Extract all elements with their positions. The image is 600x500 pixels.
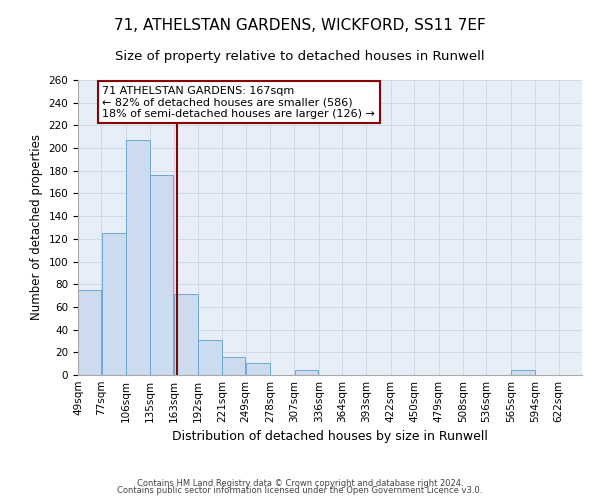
Bar	[198, 340, 222, 375]
Text: Size of property relative to detached houses in Runwell: Size of property relative to detached ho…	[115, 50, 485, 63]
Bar	[511, 370, 535, 375]
Bar	[151, 176, 173, 375]
Bar	[78, 290, 101, 375]
Bar	[295, 370, 319, 375]
Bar	[223, 357, 245, 375]
Text: 71, ATHELSTAN GARDENS, WICKFORD, SS11 7EF: 71, ATHELSTAN GARDENS, WICKFORD, SS11 7E…	[114, 18, 486, 32]
Bar	[102, 233, 125, 375]
Bar	[246, 362, 270, 375]
Y-axis label: Number of detached properties: Number of detached properties	[30, 134, 43, 320]
Text: Contains public sector information licensed under the Open Government Licence v3: Contains public sector information licen…	[118, 486, 482, 495]
X-axis label: Distribution of detached houses by size in Runwell: Distribution of detached houses by size …	[172, 430, 488, 444]
Text: Contains HM Land Registry data © Crown copyright and database right 2024.: Contains HM Land Registry data © Crown c…	[137, 478, 463, 488]
Bar	[174, 294, 197, 375]
Text: 71 ATHELSTAN GARDENS: 167sqm
← 82% of detached houses are smaller (586)
18% of s: 71 ATHELSTAN GARDENS: 167sqm ← 82% of de…	[103, 86, 375, 119]
Bar	[126, 140, 150, 375]
